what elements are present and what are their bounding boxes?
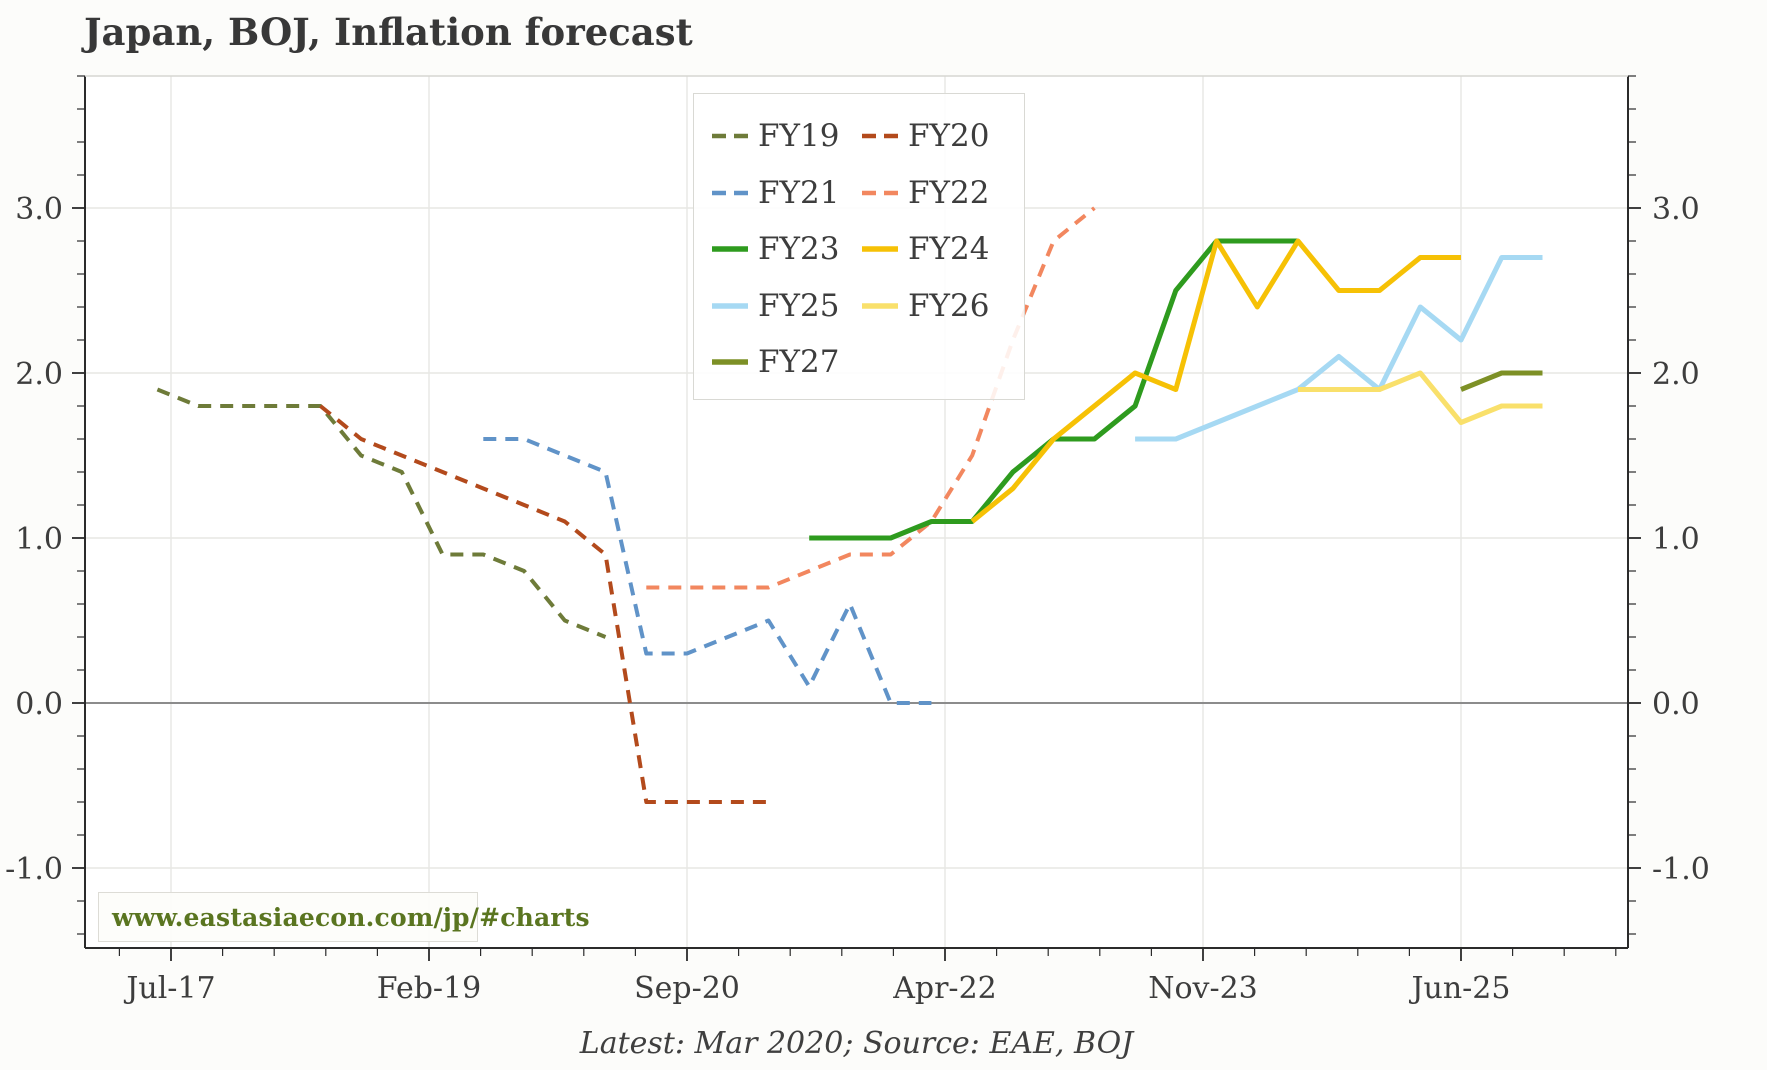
legend-swatch-fy19 (712, 133, 748, 139)
legend-label-fy23: FY23 (758, 231, 840, 267)
series-fy22-line (646, 206, 1096, 590)
x-axis-label: Jul-17 (123, 971, 215, 1006)
series-fy24-line (970, 238, 1461, 524)
x-axis-label: Sep-20 (634, 971, 740, 1006)
legend-item-fy27: FY27 (711, 342, 861, 382)
legend-label-fy20: FY20 (908, 118, 990, 154)
y-axis-label-left: 2.0 (15, 357, 63, 392)
legend: FY19 FY20 FY21 FY22 FY23 FY24 FY25 FY26 … (693, 93, 1025, 400)
legend-item-fy21: FY21 (711, 173, 861, 213)
legend-item-fy25: FY25 (711, 286, 861, 326)
x-axis-label: Jun-25 (1409, 971, 1511, 1006)
y-axis-label-right: 2.0 (1652, 357, 1700, 392)
y-axis-label-right: 1.0 (1652, 522, 1700, 557)
legend-label-fy27: FY27 (758, 344, 840, 380)
series-fy26-line (1298, 370, 1543, 425)
y-axis-label-left: 3.0 (15, 192, 63, 227)
legend-item-fy19: FY19 (711, 116, 861, 156)
watermark-box: www.eastasiaecon.com/jp/#charts (98, 892, 590, 942)
legend-item-fy23: FY23 (711, 229, 861, 269)
legend-swatch-fy23 (712, 246, 748, 252)
footer-source-note: Latest: Mar 2020; Source: EAE, BOJ (579, 1026, 1134, 1061)
series-fy25-line (1135, 255, 1543, 442)
legend-swatch-fy27 (712, 359, 748, 365)
watermark-link: www.eastasiaecon.com/jp/#charts (112, 902, 590, 932)
legend-swatch-fy22 (862, 190, 898, 195)
series-fy27-line (1460, 370, 1543, 392)
legend-label-fy19: FY19 (758, 118, 840, 154)
legend-swatch-fy21 (712, 190, 748, 195)
y-axis-label-right: -1.0 (1652, 852, 1710, 887)
y-axis-label-left: 0.0 (15, 687, 63, 722)
legend-label-fy24: FY24 (908, 231, 990, 267)
legend-swatch-fy25 (712, 302, 748, 309)
y-axis-label-right: 0.0 (1652, 687, 1700, 722)
y-axis-label-left: -1.0 (5, 852, 63, 887)
page-title: Japan, BOJ, Inflation forecast (84, 10, 693, 54)
series-fy20-line (319, 404, 769, 804)
y-axis-label-left: 1.0 (15, 522, 63, 557)
legend-item-fy22: FY22 (861, 173, 1011, 213)
legend-label-fy22: FY22 (908, 174, 990, 211)
legend-item-fy26: FY26 (861, 286, 1011, 326)
legend-item-fy24: FY24 (861, 229, 1011, 269)
legend-item-fy20: FY20 (861, 116, 1011, 156)
legend-label-fy26: FY26 (908, 287, 990, 324)
legend-swatch-fy20 (862, 133, 898, 139)
legend-swatch-fy24 (862, 246, 898, 252)
series-fy19-line (156, 387, 607, 639)
x-axis-label: Feb-19 (377, 971, 481, 1006)
x-axis-label: Apr-22 (892, 971, 997, 1006)
series-fy21-line (483, 437, 932, 705)
legend-label-fy21: FY21 (758, 174, 840, 211)
x-axis-label: Nov-23 (1148, 971, 1258, 1006)
legend-label-fy25: FY25 (758, 287, 840, 324)
legend-swatch-fy26 (862, 302, 898, 309)
y-axis-label-right: 3.0 (1652, 192, 1700, 227)
